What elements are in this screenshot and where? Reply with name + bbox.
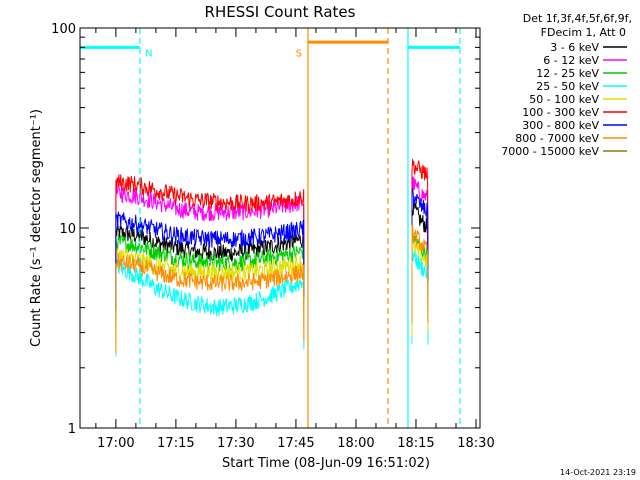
x-tick-label: 18:15	[397, 436, 434, 451]
legend-label: 100 - 300 keV	[522, 106, 599, 119]
legend-label: 7000 - 15000 keV	[501, 145, 599, 158]
y-axis-ticks: 1 10 100	[51, 22, 480, 437]
legend-header: Det 1f,3f,4f,5f,6f,9f, FDecim 1, Att 0	[523, 12, 632, 39]
y-axis-label: Count Rate (s⁻¹ detector segment⁻¹)	[29, 109, 44, 347]
y-tick-label: 100	[51, 22, 76, 37]
x-tick-label: 17:00	[97, 436, 134, 451]
series-line-100-300-keV-seg1	[411, 159, 429, 255]
legend-label: 50 - 100 keV	[529, 93, 599, 106]
series-line-3-6-keV-seg0	[115, 223, 305, 324]
series-line-12-25-keV-seg0	[115, 233, 305, 334]
series-line-6-12-keV-seg1	[411, 176, 429, 274]
series-line-6-12-keV-seg0	[115, 184, 305, 284]
y-tick-label: 10	[59, 222, 76, 237]
chart-title: RHESSI Count Rates	[205, 3, 356, 21]
series-line-300-800-keV-seg0	[115, 211, 305, 311]
marker-label-S: S	[296, 49, 302, 60]
series-line-25-50-keV-seg1	[411, 244, 429, 345]
legend-label: 12 - 25 keV	[536, 67, 599, 80]
x-tick-label: 17:15	[157, 436, 194, 451]
data-lines	[115, 159, 429, 357]
timestamp: 14-Oct-2021 23:19	[560, 468, 636, 477]
x-axis-ticks: 17:00 17:15 17:30 17:45 18:00 18:15 18:30	[95, 28, 495, 451]
x-tick-label: 18:30	[457, 436, 494, 451]
x-tick-label: 18:00	[337, 436, 374, 451]
legend-header-line-2: FDecim 1, Att 0	[541, 26, 626, 39]
x-tick-label: 17:30	[217, 436, 254, 451]
legend-header-line-1: Det 1f,3f,4f,5f,6f,9f,	[523, 12, 632, 25]
series-line-300-800-keV-seg1	[411, 188, 429, 284]
legend-label: 6 - 12 keV	[543, 54, 599, 67]
marker-label-N: N	[145, 49, 152, 60]
legend-label: 3 - 6 keV	[550, 41, 599, 54]
series-line-100-300-keV-seg0	[115, 174, 305, 274]
x-tick-label: 17:45	[277, 436, 314, 451]
legend-label: 25 - 50 keV	[536, 80, 599, 93]
x-axis-label: Start Time (08-Jun-09 16:51:02)	[222, 456, 430, 471]
series-line-800-7000-keV-seg1	[411, 223, 429, 324]
y-tick-label: 1	[68, 422, 76, 437]
legend-label: 300 - 800 keV	[522, 119, 599, 132]
series-line-25-50-keV-seg0	[115, 258, 305, 357]
series-line-800-7000-keV-seg0	[115, 252, 305, 353]
legend-label: 800 - 7000 keV	[515, 132, 599, 145]
